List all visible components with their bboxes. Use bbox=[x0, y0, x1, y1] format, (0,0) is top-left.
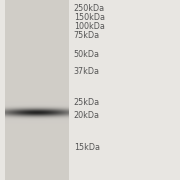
Text: 25kDa: 25kDa bbox=[74, 98, 100, 107]
Bar bbox=[5, 0, 68, 180]
Text: 150kDa: 150kDa bbox=[74, 13, 105, 22]
Text: 15kDa: 15kDa bbox=[74, 143, 100, 152]
Text: 250kDa: 250kDa bbox=[74, 4, 105, 13]
Text: 50kDa: 50kDa bbox=[74, 50, 100, 59]
Text: 75kDa: 75kDa bbox=[74, 31, 100, 40]
Text: 100kDa: 100kDa bbox=[74, 22, 105, 31]
Text: 20kDa: 20kDa bbox=[74, 111, 100, 120]
Text: 37kDa: 37kDa bbox=[74, 68, 100, 76]
